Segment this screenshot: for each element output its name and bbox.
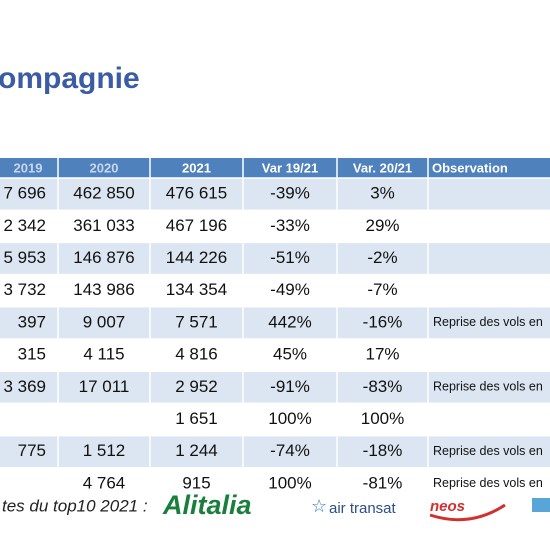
cell: 2 342 bbox=[3, 216, 46, 235]
cell: -33% bbox=[270, 216, 310, 235]
table-row bbox=[0, 403, 550, 436]
cell: -83% bbox=[363, 377, 403, 396]
cell: 775 bbox=[18, 441, 46, 460]
cell: -91% bbox=[270, 377, 310, 396]
table-row bbox=[0, 274, 550, 307]
observation: Reprise des vols en bbox=[433, 380, 543, 394]
table-row bbox=[0, 210, 550, 243]
table-row bbox=[0, 467, 550, 500]
cell: 100% bbox=[268, 473, 311, 492]
cell: 5 953 bbox=[3, 248, 46, 267]
cell: 4 816 bbox=[175, 345, 218, 364]
cell: 29% bbox=[365, 216, 399, 235]
cell: 144 226 bbox=[166, 248, 227, 267]
logo-swoosh bbox=[429, 503, 506, 522]
cell: 467 196 bbox=[166, 216, 227, 235]
header-cell: 2021 bbox=[182, 160, 211, 175]
table: 2019 2020 2021 Var 19/21 Var. 20/21 Observati… bbox=[0, 158, 550, 501]
cell: 361 033 bbox=[73, 216, 134, 235]
cell: 915 bbox=[182, 473, 210, 492]
table-row bbox=[0, 306, 550, 339]
cell: -51% bbox=[270, 248, 310, 267]
cell: -81% bbox=[363, 473, 403, 492]
logo: Alitalia bbox=[162, 490, 252, 520]
cell: -2% bbox=[367, 248, 397, 267]
cell: 143 986 bbox=[73, 280, 134, 299]
cell: 146 876 bbox=[73, 248, 134, 267]
header-cell: Var 19/21 bbox=[262, 160, 318, 175]
cell: 2 952 bbox=[175, 377, 218, 396]
cell: 397 bbox=[18, 312, 46, 331]
logo-star: ☆ bbox=[311, 496, 327, 516]
cell: 17 011 bbox=[79, 377, 130, 396]
cell: -18% bbox=[363, 441, 403, 460]
table-row bbox=[0, 371, 550, 404]
cell: -49% bbox=[270, 280, 310, 299]
observation: Reprise des vols en bbox=[433, 315, 543, 329]
observation: Reprise des vols en bbox=[433, 444, 543, 458]
logo: air transat bbox=[329, 500, 397, 517]
header-cell: Var. 20/21 bbox=[353, 160, 412, 175]
cell: 476 615 bbox=[166, 184, 227, 203]
cell: 1 244 bbox=[175, 441, 218, 460]
slide-title: ompagnie bbox=[0, 62, 140, 95]
header-cell: Observation bbox=[432, 160, 508, 175]
cell: 3 732 bbox=[3, 280, 46, 299]
cell: 100% bbox=[268, 409, 311, 428]
cell: 3 369 bbox=[3, 377, 46, 396]
cell: 1 512 bbox=[83, 441, 126, 460]
table-row bbox=[0, 339, 550, 372]
cell: 9 007 bbox=[83, 312, 126, 331]
cell: 1 651 bbox=[175, 409, 218, 428]
cell: 3% bbox=[370, 184, 395, 203]
cell: 315 bbox=[18, 345, 46, 364]
cell: 100% bbox=[361, 409, 404, 428]
cell: 134 354 bbox=[166, 280, 227, 299]
footer-label: tes du top10 2021 : bbox=[2, 496, 148, 515]
cell: 17% bbox=[365, 345, 399, 364]
cell: -74% bbox=[270, 441, 310, 460]
cell: 45% bbox=[273, 345, 307, 364]
cell: 7 571 bbox=[175, 312, 218, 331]
observation: Reprise des vols en bbox=[433, 476, 543, 490]
cell: 4 764 bbox=[83, 473, 126, 492]
header-row bbox=[0, 158, 550, 178]
logo: neos bbox=[430, 498, 465, 515]
header-cell: 2020 bbox=[90, 160, 119, 175]
cell: -16% bbox=[363, 312, 403, 331]
cell: 462 850 bbox=[73, 184, 134, 203]
cell: 7 696 bbox=[3, 184, 46, 203]
cell: 442% bbox=[268, 312, 311, 331]
table-row bbox=[0, 242, 550, 275]
table-row bbox=[0, 435, 550, 468]
table-row bbox=[0, 178, 550, 211]
header-cell: 2019 bbox=[14, 160, 43, 175]
cell: -39% bbox=[270, 184, 310, 203]
logo-partial bbox=[532, 498, 550, 512]
cell: 4 115 bbox=[83, 345, 124, 364]
cell: -7% bbox=[367, 280, 397, 299]
